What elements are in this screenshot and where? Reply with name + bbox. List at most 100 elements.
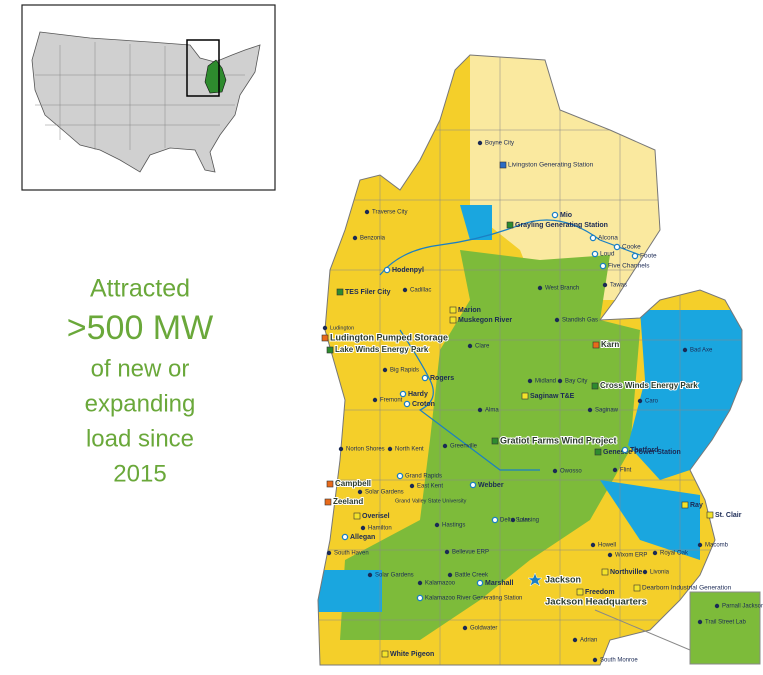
facility-marker: [326, 480, 334, 488]
hydro-marker: [403, 400, 411, 408]
hydro-marker: [491, 516, 499, 524]
map-label: Wixom ERP: [615, 553, 647, 559]
map-label: Bellevue ERP: [452, 550, 489, 556]
place-dot: [367, 572, 373, 578]
map-label: Big Rapids: [390, 368, 419, 374]
facility-marker: [601, 568, 609, 576]
map-label: Five Channels: [608, 263, 650, 270]
hydro-marker: [613, 243, 621, 251]
map-label: Bad Axe: [690, 348, 713, 354]
hydro-marker: [469, 481, 477, 489]
hydro-marker: [341, 533, 349, 541]
facility-marker: [499, 161, 507, 169]
map-label: Caro: [645, 399, 659, 405]
facility-marker: [576, 588, 584, 596]
map-label: Lake Winds Energy Park: [335, 345, 429, 354]
map-label: Greenville: [450, 444, 478, 450]
place-dot: [417, 580, 423, 586]
callout: Attracted >500 MW of new or expanding lo…: [67, 275, 213, 488]
map-label: Alma: [485, 408, 499, 414]
map-label: Boyne City: [485, 141, 514, 147]
map-label: Solar Gardens: [375, 573, 414, 579]
hydro-marker: [599, 262, 607, 270]
map-label: Goldwater: [470, 626, 497, 632]
callout-line: 2015: [113, 460, 166, 487]
place-dot: [447, 572, 453, 578]
inset-map: [21, 4, 276, 191]
facility-marker: [592, 341, 600, 349]
facility-marker: [706, 511, 714, 519]
map-label: Freedom: [585, 589, 615, 596]
place-dot: [322, 325, 328, 331]
map-label: Cadillac: [410, 288, 431, 294]
hydro-marker: [476, 579, 484, 587]
michigan-highlight: [204, 59, 227, 94]
place-dot: [590, 542, 596, 548]
place-dot: [637, 398, 643, 404]
map-label: Jackson Headquarters: [545, 597, 647, 608]
map-label: Parnall Jackson: [722, 604, 763, 610]
map-label: Delta Solar: [500, 518, 530, 524]
map-label: Livonia: [650, 570, 670, 576]
hydro-marker: [416, 594, 424, 602]
place-dot: [587, 407, 593, 413]
map-label: Ludington: [330, 325, 354, 331]
region-blue: [600, 480, 700, 560]
place-dot: [612, 467, 618, 473]
place-dot: [357, 489, 363, 495]
hydro-marker: [551, 211, 559, 219]
place-dot: [360, 525, 366, 531]
map-label: Northville: [610, 569, 642, 576]
map-label: Cooke: [622, 244, 641, 251]
map-label: Bay City: [565, 379, 587, 385]
region-blue: [460, 205, 492, 240]
place-dot: [442, 443, 448, 449]
map-label: Marshall: [485, 580, 513, 587]
hydro-marker: [621, 446, 629, 454]
place-dot: [592, 657, 598, 663]
callout-line: Attracted: [90, 275, 190, 303]
map-label: Benzonia: [360, 236, 386, 242]
map-label: Thetford: [630, 447, 658, 454]
callout-line: >500 MW: [67, 309, 213, 347]
map-label: East Kent: [417, 484, 443, 490]
map-label: Zeeland: [333, 497, 363, 506]
region-white: [470, 55, 660, 300]
map-label: Rogers: [430, 375, 454, 382]
place-dot: [382, 367, 388, 373]
map-label: Grayling Generating Station: [515, 222, 608, 229]
place-dot: [537, 285, 543, 291]
place-dot: [364, 209, 370, 215]
hydro-marker: [383, 266, 391, 274]
facility-marker: [321, 334, 329, 342]
michigan-map: Boyne City Livingston Generating Station T…: [317, 54, 763, 666]
facility-marker: [521, 392, 529, 400]
region-blue: [318, 570, 382, 612]
map-label: Howell: [598, 543, 616, 549]
map-label: Marion: [458, 307, 481, 314]
map-label: North Kent: [395, 447, 424, 453]
hydro-marker: [591, 250, 599, 258]
map-label: Jackson: [545, 574, 581, 584]
facility-marker: [326, 346, 334, 354]
place-dot: [409, 483, 415, 489]
place-dot: [387, 446, 393, 452]
callout-line: load since: [86, 425, 194, 452]
place-dot: [557, 378, 563, 384]
place-dot: [352, 235, 358, 241]
map-label: South Haven: [334, 551, 369, 557]
map-label: Hardy: [408, 391, 428, 398]
map-label: Owosso: [560, 469, 582, 475]
place-dot: [572, 637, 578, 643]
facility-marker: [381, 650, 389, 658]
facility-marker: [633, 584, 641, 592]
hydro-marker: [631, 252, 639, 260]
facility-marker: [449, 306, 457, 314]
map-label: Royal Oak: [660, 551, 689, 557]
map-label: Foote: [640, 253, 657, 260]
map-label: Dearborn Industrial Generation: [642, 585, 732, 592]
map-label: Grand Rapids: [405, 474, 442, 480]
hydro-marker: [421, 374, 429, 382]
place-dot: [602, 282, 608, 288]
